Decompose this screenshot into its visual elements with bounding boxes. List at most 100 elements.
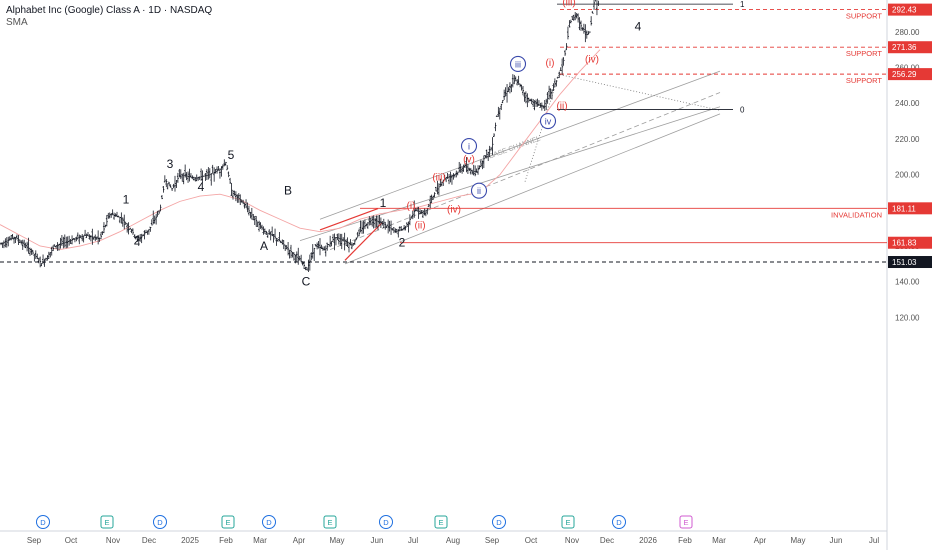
- ohlc-bar: [345, 239, 348, 246]
- dividend-marker-text: D: [40, 518, 46, 527]
- ohlc-bar: [305, 267, 308, 271]
- ohlc-bar: [329, 235, 332, 248]
- ohlc-bar: [427, 203, 430, 207]
- ohlc-bar: [437, 183, 440, 196]
- ohlc-bar: [275, 237, 278, 246]
- ohlc-bar: [316, 242, 319, 250]
- ohlc-bar: [234, 191, 237, 202]
- ohlc-bar: [107, 212, 110, 219]
- ohlc-bar: [156, 210, 159, 217]
- ohlc-bar: [391, 228, 394, 231]
- chart-title: Alphabet Inc (Google) Class A · 1D · NAS…: [6, 5, 213, 16]
- ohlc-bar: [31, 249, 34, 255]
- price-level-tag: [888, 256, 932, 269]
- ohlc-bar: [540, 102, 543, 111]
- ohlc-bar: [548, 85, 551, 100]
- price-tick-label: 140.00: [895, 278, 920, 287]
- ohlc-bar: [369, 217, 372, 226]
- ohlc-bar: [205, 169, 208, 181]
- channel-line: [319, 70, 721, 220]
- ohlc-bar: [556, 76, 559, 79]
- ohlc-bar: [149, 226, 152, 232]
- ohlc-bar: [20, 240, 23, 245]
- ohlc-bar: [433, 192, 436, 198]
- ohlc-bar: [513, 74, 516, 85]
- ohlc-bar: [147, 228, 150, 235]
- wave-label: (ii): [414, 221, 425, 232]
- ohlc-bar: [307, 259, 310, 273]
- ohlc-bar: [229, 177, 232, 184]
- ohlc-bar: [200, 168, 203, 181]
- ohlc-bar: [593, 0, 596, 10]
- ohlc-bar: [408, 214, 411, 226]
- earnings-marker-text: E: [438, 518, 443, 527]
- wave-label: C: [302, 275, 311, 289]
- ohlc-bar: [116, 211, 118, 217]
- ohlc-bar: [498, 107, 501, 120]
- ohlc-bar: [314, 244, 317, 247]
- ohlc-bar: [334, 237, 337, 246]
- ohlc-bar: [343, 232, 346, 251]
- ohlc-bar: [501, 100, 504, 104]
- earnings-marker-text: E: [327, 518, 332, 527]
- ohlc-bar: [407, 221, 410, 233]
- ohlc-bar: [94, 234, 97, 242]
- wave-label: (iv): [585, 55, 599, 66]
- ohlc-bar: [432, 195, 435, 201]
- time-tick-label: Nov: [565, 536, 579, 545]
- ohlc-bar: [171, 188, 174, 191]
- ohlc-bar: [523, 92, 526, 102]
- ohlc-bar: [582, 23, 585, 34]
- time-tick-label: Jun: [371, 536, 384, 545]
- ohlc-bar: [339, 233, 342, 246]
- ohlc-bar: [336, 233, 339, 240]
- ohlc-bar: [564, 50, 567, 56]
- ohlc-bar: [226, 165, 229, 171]
- wave-label: iv: [545, 117, 552, 127]
- time-tick-label: 2026: [639, 536, 657, 545]
- price-tick-label: 220.00: [895, 135, 920, 144]
- ohlc-bar: [429, 195, 432, 209]
- ohlc-bar: [542, 105, 545, 109]
- ohlc-bar: [184, 164, 187, 178]
- ohlc-bar: [102, 222, 105, 234]
- ohlc-bar: [252, 213, 255, 221]
- ohlc-bar: [198, 176, 201, 180]
- ohlc-bar: [569, 19, 572, 24]
- wave-label: B: [284, 184, 292, 198]
- wave-label: i: [468, 142, 470, 152]
- ohlc-bar: [131, 228, 134, 235]
- ohlc-bar: [50, 246, 53, 256]
- ohlc-bar: [571, 16, 574, 20]
- ohlc-bar: [7, 236, 10, 247]
- ohlc-bar: [130, 228, 133, 234]
- ohlc-bar: [150, 219, 153, 226]
- ohlc-bar: [78, 234, 81, 245]
- ohlc-bar: [285, 245, 288, 250]
- ohlc-bar: [182, 172, 185, 185]
- ohlc-bar: [310, 252, 313, 261]
- ohlc-bar: [349, 239, 352, 246]
- ohlc-bar: [120, 212, 123, 224]
- ohlc-bar: [39, 256, 42, 268]
- ohlc-bar: [379, 217, 382, 228]
- ohlc-bar: [95, 236, 98, 240]
- ohlc-bar: [165, 178, 168, 188]
- ohlc-bar: [551, 89, 553, 100]
- ohlc-bar: [559, 67, 562, 71]
- ohlc-bar: [384, 221, 387, 230]
- wave-label: 4: [635, 19, 642, 33]
- ohlc-bar: [65, 236, 68, 249]
- ohlc-bar: [43, 258, 46, 267]
- ohlc-bar: [326, 242, 329, 251]
- ohlc-bar: [197, 177, 200, 181]
- ohlc-bar: [276, 238, 279, 242]
- ohlc-bar: [288, 249, 291, 259]
- ohlc-bar: [192, 176, 195, 181]
- price-level-tag-text: 256.29: [892, 70, 917, 79]
- ohlc-bar: [42, 254, 45, 264]
- ohlc-bar: [44, 257, 47, 260]
- ohlc-bar: [353, 240, 356, 246]
- ohlc-bar: [448, 174, 451, 185]
